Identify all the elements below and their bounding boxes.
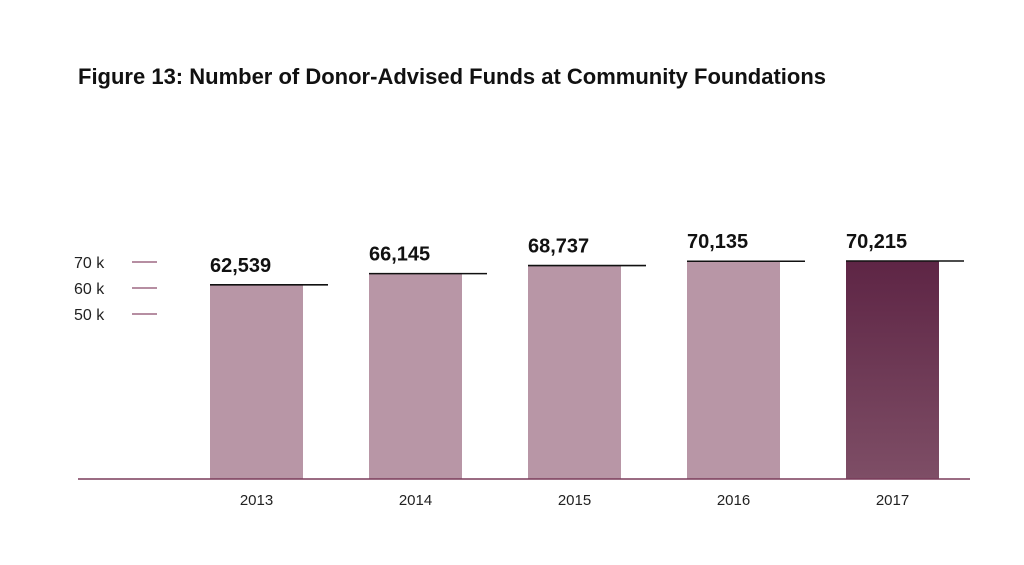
bars-group: 62,539 66,145 68,737 70,135 70,215 bbox=[210, 231, 964, 479]
y-tick-label: 60 k bbox=[74, 281, 105, 298]
bar-2017 bbox=[846, 261, 939, 479]
value-label-2013: 62,539 bbox=[210, 255, 271, 277]
x-tick-label-2014: 2014 bbox=[399, 492, 432, 509]
bar-2015 bbox=[528, 265, 621, 479]
chart-title: Figure 13: Number of Donor-Advised Funds… bbox=[78, 64, 826, 89]
y-tick-label: 70 k bbox=[74, 255, 105, 272]
x-tick-label-2017: 2017 bbox=[876, 492, 909, 509]
x-axis-ticks: 2013 2014 2015 2016 2017 bbox=[240, 492, 909, 509]
bar-2016 bbox=[687, 261, 780, 479]
bar-2013 bbox=[210, 284, 303, 479]
x-tick-label-2015: 2015 bbox=[558, 492, 591, 509]
y-axis-ticks: 70 k 60 k 50 k bbox=[74, 255, 157, 324]
value-label-2014: 66,145 bbox=[369, 244, 430, 266]
value-label-2016: 70,135 bbox=[687, 231, 748, 253]
y-tick-label: 50 k bbox=[74, 307, 105, 324]
value-label-2017: 70,215 bbox=[846, 231, 907, 253]
bar-2014 bbox=[369, 273, 462, 479]
value-label-2015: 68,737 bbox=[528, 236, 589, 258]
x-tick-label-2016: 2016 bbox=[717, 492, 750, 509]
x-tick-label-2013: 2013 bbox=[240, 492, 273, 509]
